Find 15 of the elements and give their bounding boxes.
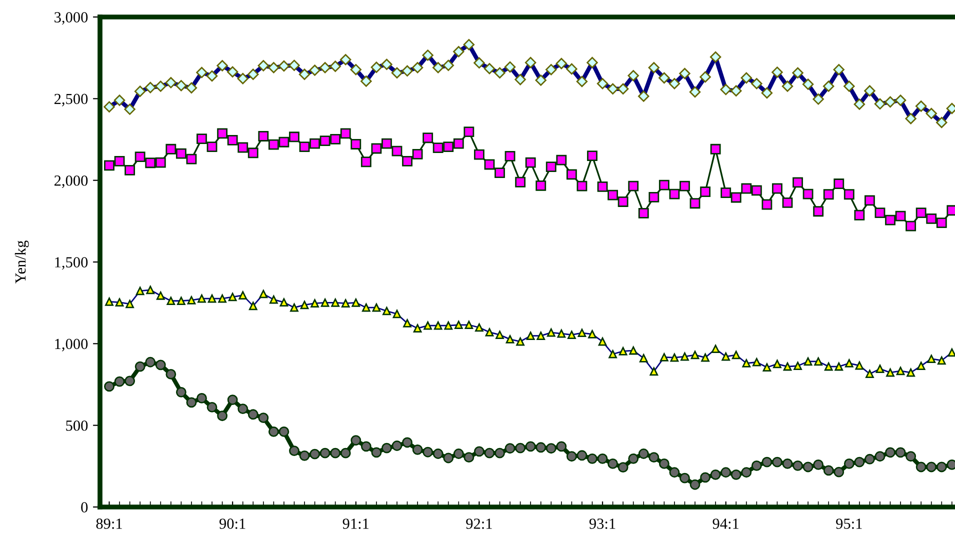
y-tick-label: 1,500: [55, 257, 88, 270]
y-axis-title: Yen/kg: [14, 240, 29, 284]
y-tick-label: 0: [81, 502, 88, 512]
y-tick-label: 1,000: [55, 338, 88, 352]
x-tick-label: 89:1: [96, 518, 122, 529]
y-tick-label: 3,000: [54, 12, 88, 25]
x-tick-label: 92:1: [466, 518, 492, 529]
y-tick-label: 500: [66, 420, 88, 431]
x-tick-label: 95:1: [836, 518, 862, 529]
x-tick-label: 91:1: [342, 518, 369, 529]
x-tick-label: 90:1: [219, 518, 246, 529]
x-tick-label: 93:1: [589, 518, 616, 529]
y-tick-label: 2,500: [54, 94, 88, 106]
x-tick-label: 94:1: [712, 518, 738, 529]
y-tick-label: 2,000: [54, 175, 88, 188]
